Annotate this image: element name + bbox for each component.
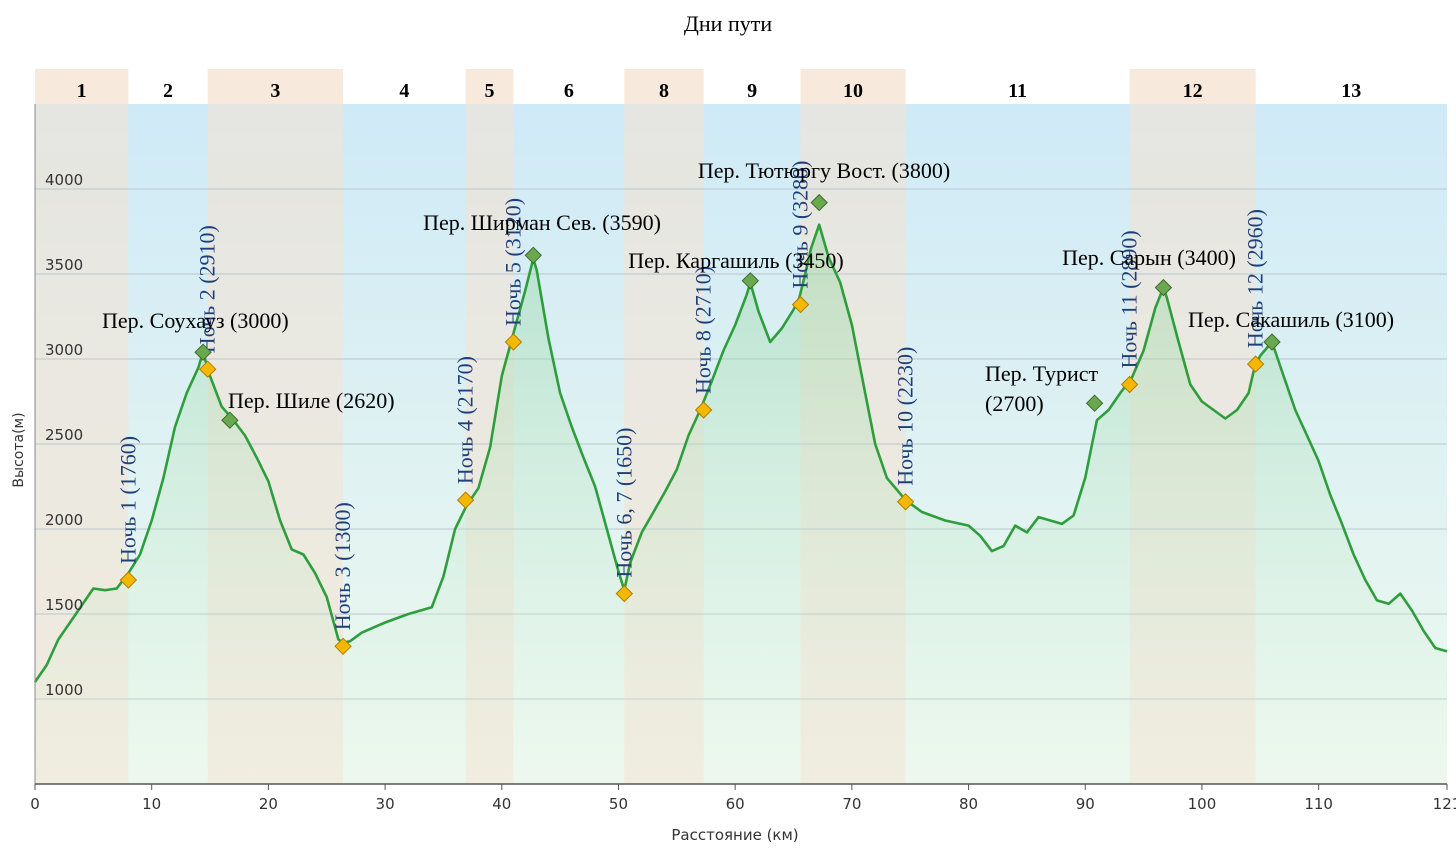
- night-marker: [1246, 355, 1265, 373]
- day-label: 11: [1008, 80, 1027, 102]
- pass-label: Пер. Сарын (3400): [1062, 245, 1236, 270]
- x-tick-label: 20: [259, 795, 278, 813]
- y-tick-label: 3000: [45, 341, 83, 359]
- x-tick-label: 10: [142, 795, 161, 813]
- y-tick-label: 1000: [45, 681, 83, 699]
- night-marker: [694, 401, 713, 419]
- night-markers: Ночь 1 (1760) Ночь 2 (2910) Ночь 3 (1300) Н…: [115, 161, 1268, 656]
- pass-label: Пер. Каргашиль (3450): [628, 248, 843, 273]
- pass-marker: [741, 272, 760, 290]
- day-band: [1129, 69, 1256, 104]
- x-tick-label: 110: [1304, 795, 1333, 813]
- x-tick-label: 80: [959, 795, 978, 813]
- night-marker: [334, 637, 352, 656]
- day-label: 6: [564, 80, 574, 102]
- night-marker: [791, 295, 810, 314]
- night-marker: [456, 491, 475, 509]
- night-marker: [615, 584, 634, 603]
- night-label: Ночь 3 (1300): [330, 502, 355, 630]
- day-label: 3: [270, 80, 280, 102]
- y-tick-label: 1500: [45, 596, 83, 614]
- x-tick-label: 50: [609, 795, 628, 813]
- day-band: [624, 69, 704, 104]
- night-label: Ночь 6, 7 (1650): [611, 428, 636, 578]
- pass-marker: [1085, 394, 1104, 412]
- night-label: Ночь 5 (3120): [500, 198, 525, 326]
- day-label: 9: [747, 80, 757, 102]
- day-band: [35, 69, 129, 104]
- night-marker: [1120, 375, 1139, 394]
- day-bands: 1 2 3 4 5 6 8 9 10 11 12 13: [35, 69, 1361, 104]
- pass-label: Пер. Тютюргу Вост. (3800): [698, 158, 950, 183]
- pass-marker: [810, 193, 828, 212]
- y-axis-ticks: 1000 1500 2000 2500 3000 3500 4000: [45, 171, 83, 699]
- pass-label: Пер. Ширман Сев. (3590): [423, 210, 661, 235]
- elevation-area: [35, 224, 1447, 784]
- pass-label: Пер. Шиле (2620): [228, 388, 395, 413]
- night-label: Ночь 10 (2230): [893, 347, 918, 486]
- pass-label: Пер. Сакашиль (3100): [1188, 307, 1394, 332]
- day-label: 4: [399, 80, 409, 102]
- night-label: Ночь 2 (2910): [195, 225, 220, 353]
- day-label: 13: [1341, 80, 1361, 102]
- night-marker: [199, 360, 217, 378]
- night-label: Ночь 1 (1760): [115, 436, 140, 564]
- x-tick-label: 70: [842, 795, 861, 813]
- day-label: 5: [485, 80, 495, 102]
- pass-label: Пер. Соухауз (3000): [102, 308, 289, 333]
- night-marker: [504, 333, 523, 351]
- y-tick-label: 2000: [45, 511, 83, 529]
- x-tick-label: 121: [1433, 795, 1456, 813]
- pass-marker: [221, 411, 239, 429]
- pass-label: Пер. Турист (2700): [985, 361, 1099, 416]
- pass-marker: [524, 246, 542, 265]
- y-tick-label: 2500: [45, 426, 83, 444]
- y-tick-label: 4000: [45, 171, 83, 189]
- x-tick-label: 40: [492, 795, 511, 813]
- day-label: 1: [77, 80, 87, 102]
- day-label: 2: [163, 80, 173, 102]
- y-axis-label: Высота(м): [11, 412, 27, 487]
- pass-marker: [1263, 333, 1281, 351]
- night-marker: [119, 571, 138, 589]
- day-label: 10: [843, 80, 863, 102]
- night-marker: [896, 493, 915, 511]
- night-label: Ночь 9 (3280): [788, 161, 813, 289]
- day-band: [800, 69, 906, 104]
- x-axis-label: Расстояние (км): [671, 826, 798, 844]
- chart-title: Дни пути: [684, 11, 772, 36]
- y-tick-label: 3500: [45, 256, 83, 274]
- day-label: 8: [659, 80, 669, 102]
- pass-marker: [194, 343, 212, 361]
- night-label: Ночь 12 (2960): [1243, 209, 1268, 348]
- x-tick-label: 90: [1076, 795, 1095, 813]
- x-tick-label: 0: [30, 795, 40, 813]
- x-tick-label: 30: [376, 795, 395, 813]
- night-label: Ночь 11 (2890): [1117, 230, 1142, 368]
- night-label: Ночь 4 (2170): [453, 356, 478, 484]
- day-band: [465, 69, 514, 104]
- x-tick-label: 100: [1188, 795, 1217, 813]
- x-axis-ticks: 0 10 20 30 40 50 60 70 80 90 100 110 121: [30, 784, 1456, 813]
- x-tick-label: 60: [726, 795, 745, 813]
- pass-marker: [1154, 278, 1173, 297]
- day-band: [207, 69, 344, 104]
- night-label: Ночь 8 (2710): [691, 266, 716, 394]
- pass-markers: Пер. Соухауз (3000) Пер. Шиле (2620) Пер. …: [102, 158, 1394, 429]
- elevation-line: [33, 223, 1448, 683]
- day-label: 12: [1183, 80, 1203, 102]
